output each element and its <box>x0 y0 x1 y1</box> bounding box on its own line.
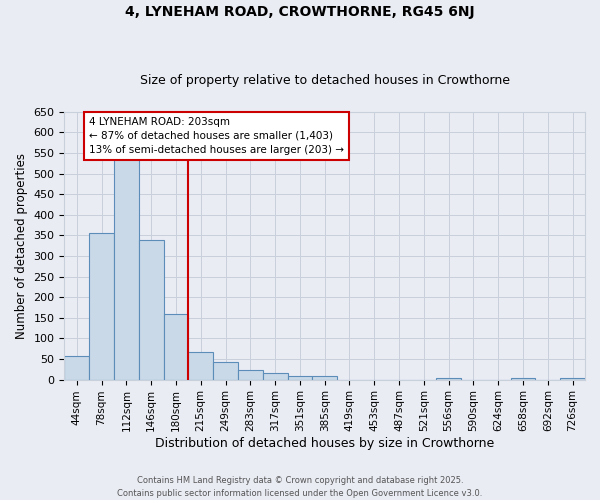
Bar <box>313 376 337 380</box>
Text: Contains HM Land Registry data © Crown copyright and database right 2025.
Contai: Contains HM Land Registry data © Crown c… <box>118 476 482 498</box>
Bar <box>560 378 585 380</box>
Bar <box>64 356 89 380</box>
Bar <box>511 378 535 380</box>
Text: 4 LYNEHAM ROAD: 203sqm
← 87% of detached houses are smaller (1,403)
13% of semi-: 4 LYNEHAM ROAD: 203sqm ← 87% of detached… <box>89 116 344 154</box>
Bar <box>188 352 213 380</box>
Bar <box>89 232 114 380</box>
Bar <box>114 156 139 380</box>
Y-axis label: Number of detached properties: Number of detached properties <box>15 152 28 338</box>
Bar <box>139 240 164 380</box>
Bar <box>213 362 238 380</box>
Title: Size of property relative to detached houses in Crowthorne: Size of property relative to detached ho… <box>140 74 510 87</box>
Bar <box>287 376 313 380</box>
X-axis label: Distribution of detached houses by size in Crowthorne: Distribution of detached houses by size … <box>155 437 494 450</box>
Bar <box>238 370 263 380</box>
Bar <box>436 378 461 380</box>
Bar <box>164 314 188 380</box>
Text: 4, LYNEHAM ROAD, CROWTHORNE, RG45 6NJ: 4, LYNEHAM ROAD, CROWTHORNE, RG45 6NJ <box>125 5 475 19</box>
Bar <box>263 373 287 380</box>
